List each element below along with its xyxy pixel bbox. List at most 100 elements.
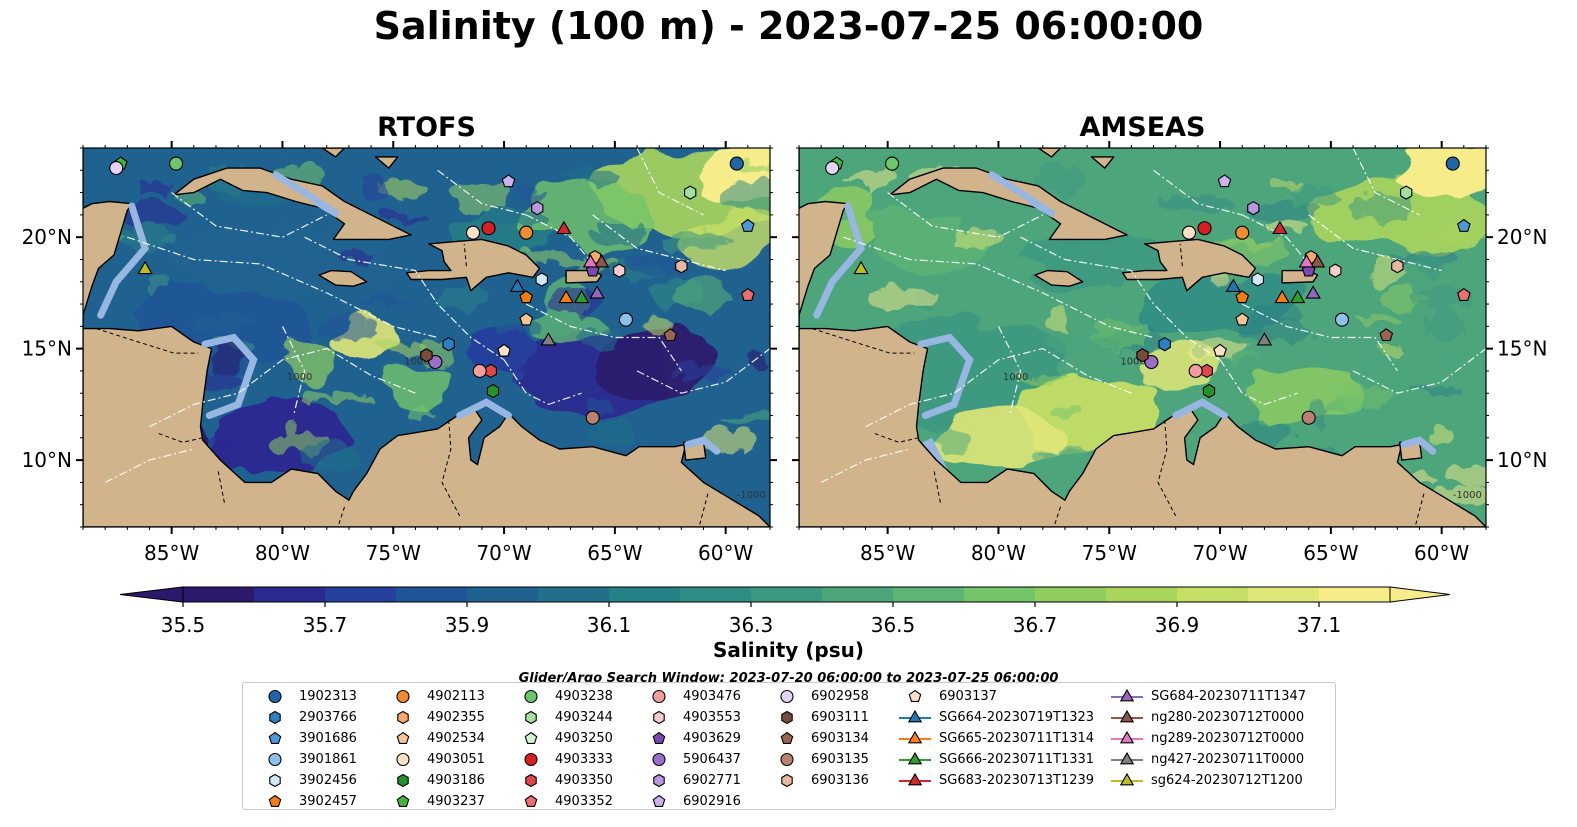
legend-marker-circle-icon (524, 689, 538, 704)
colorbar-bin (751, 587, 823, 602)
panel-title-amseas: AMSEAS (1079, 112, 1206, 143)
marker-4902113 (519, 225, 534, 240)
colorbar-bin (396, 587, 468, 602)
colorbar-tick-label: 35.9 (445, 613, 490, 637)
marker-6902958 (825, 161, 840, 176)
marker-6902916 (501, 174, 516, 188)
colorbar-tick-label: 36.9 (1155, 613, 1200, 637)
colorbar-bin (964, 587, 1036, 602)
legend-marker-pentagon-icon (396, 794, 410, 807)
lon-tick-label: 80°W (255, 541, 310, 565)
marker-2903766 (442, 337, 455, 352)
colorbar-extend-max (1389, 586, 1451, 603)
legend-label: SG664-20230719T1323 (939, 710, 1095, 725)
marker-6903137 (497, 343, 511, 357)
colorbar-bin (1319, 587, 1391, 602)
land-bahamas-1 (321, 148, 346, 158)
legend-marker-pentagon-icon (908, 689, 922, 702)
land-central-america (799, 148, 849, 527)
marker-4902113 (1235, 225, 1250, 240)
legend-marker-pentagon-icon (780, 731, 794, 744)
legend-label: 3902456 (299, 773, 357, 788)
legend-label: 4903333 (555, 752, 613, 767)
legend-label: 4903238 (555, 689, 613, 704)
legend-label: ng289-20230712T0000 (1151, 731, 1305, 746)
legend-label: 4903629 (683, 731, 741, 746)
marker-ng289-20230712t0000 (1298, 254, 1315, 268)
marker-sg664-20230719t1323 (1225, 278, 1242, 292)
contour-label: -1000 (737, 490, 766, 501)
legend-label: sg624-20230712T1200 (1151, 773, 1303, 788)
colorbar-tick-label: 36.3 (729, 613, 774, 637)
marker-3901861 (618, 312, 634, 327)
legend-label: SG684-20230711T1347 (1151, 689, 1307, 704)
legend-marker-triangle-icon (1111, 751, 1143, 765)
marker-6903137 (1213, 343, 1227, 357)
legend-marker-triangle-icon (1111, 730, 1143, 744)
legend-marker-pentagon-icon (524, 794, 538, 807)
lon-tick-label: 85°W (860, 541, 915, 565)
lat-tick-label: 10°N (22, 448, 72, 472)
marker-4903051 (1181, 225, 1197, 240)
colorbar-tick-label: 35.7 (303, 613, 348, 637)
marker-sg624-20230712t1200 (853, 260, 869, 275)
colorbar-tick-label: 37.1 (1297, 613, 1342, 637)
colorbar-bin (1248, 587, 1320, 602)
legend-label: 6903137 (939, 689, 997, 704)
legend-marker-pentagon-icon (652, 794, 666, 807)
land-bahamas-2 (374, 156, 399, 169)
land-hispaniola (405, 238, 541, 292)
legend-label: 4902113 (427, 689, 485, 704)
legend-label: 4903186 (427, 773, 485, 788)
legend-label: 6903134 (811, 731, 869, 746)
legend-label: SG665-20230711T1314 (939, 731, 1095, 746)
legend-marker-triangle-icon (899, 751, 931, 765)
legend-label: ng427-20230711T0000 (1151, 752, 1305, 767)
legend-marker-hexagon-icon (269, 710, 281, 725)
colorbar-tick-label: 36.5 (871, 613, 916, 637)
marker-4902534 (1235, 312, 1250, 326)
legend-label: 3901861 (299, 752, 357, 767)
marker-6903136 (1391, 259, 1404, 274)
legend-marker-triangle-icon (1111, 772, 1143, 786)
legend-marker-circle-icon (652, 689, 666, 704)
marker-6903134 (1379, 328, 1394, 342)
legend-label: 4903250 (555, 731, 613, 746)
marker-4903553 (1329, 263, 1342, 278)
legend-marker-pentagon-icon (524, 731, 538, 744)
marker-4903476 (472, 363, 487, 378)
marker-sg684-20230711t1347 (589, 285, 605, 299)
lon-tick-label: 65°W (587, 541, 642, 565)
colorbar-bin (822, 587, 894, 602)
colorbar-bin (893, 587, 965, 602)
legend-label: 4902534 (427, 731, 485, 746)
lon-tick-label: 80°W (971, 541, 1026, 565)
figure-title: Salinity (100 m) - 2023-07-25 06:00:00 (373, 4, 1204, 48)
marker-6903135 (1301, 410, 1316, 425)
marker-3902457 (1235, 290, 1250, 304)
legend-label: 4903244 (555, 710, 613, 725)
colorbar-bin (183, 587, 255, 602)
contour-label: 1000 (1120, 356, 1145, 367)
marker-4903186 (486, 383, 500, 399)
legend-marker-pentagon-icon (268, 731, 282, 744)
legend-label: 4903350 (555, 773, 613, 788)
marker-4903352 (1457, 287, 1471, 301)
legend-label: 4903476 (683, 689, 741, 704)
marker-6903135 (585, 410, 600, 425)
map-amseas: 1000 1000 -1000 (799, 148, 1486, 527)
marker-6902771 (531, 201, 544, 216)
marker-sg664-20230719t1323 (509, 278, 526, 292)
colorbar-tick-label: 36.7 (1013, 613, 1058, 637)
legend-label: 3901686 (299, 731, 357, 746)
legend-marker-triangle-icon (899, 709, 931, 723)
marker-4903244 (1400, 185, 1413, 200)
legend-label: SG666-20230711T1331 (939, 752, 1095, 767)
marker-3902456 (535, 272, 548, 287)
legend-label: 4902355 (427, 710, 485, 725)
marker-6902958 (109, 161, 124, 176)
colorbar-label: Salinity (psu) (712, 638, 864, 662)
colorbar-bin (680, 587, 752, 602)
marker-4902534 (519, 312, 534, 326)
marker-4903051 (465, 225, 481, 240)
